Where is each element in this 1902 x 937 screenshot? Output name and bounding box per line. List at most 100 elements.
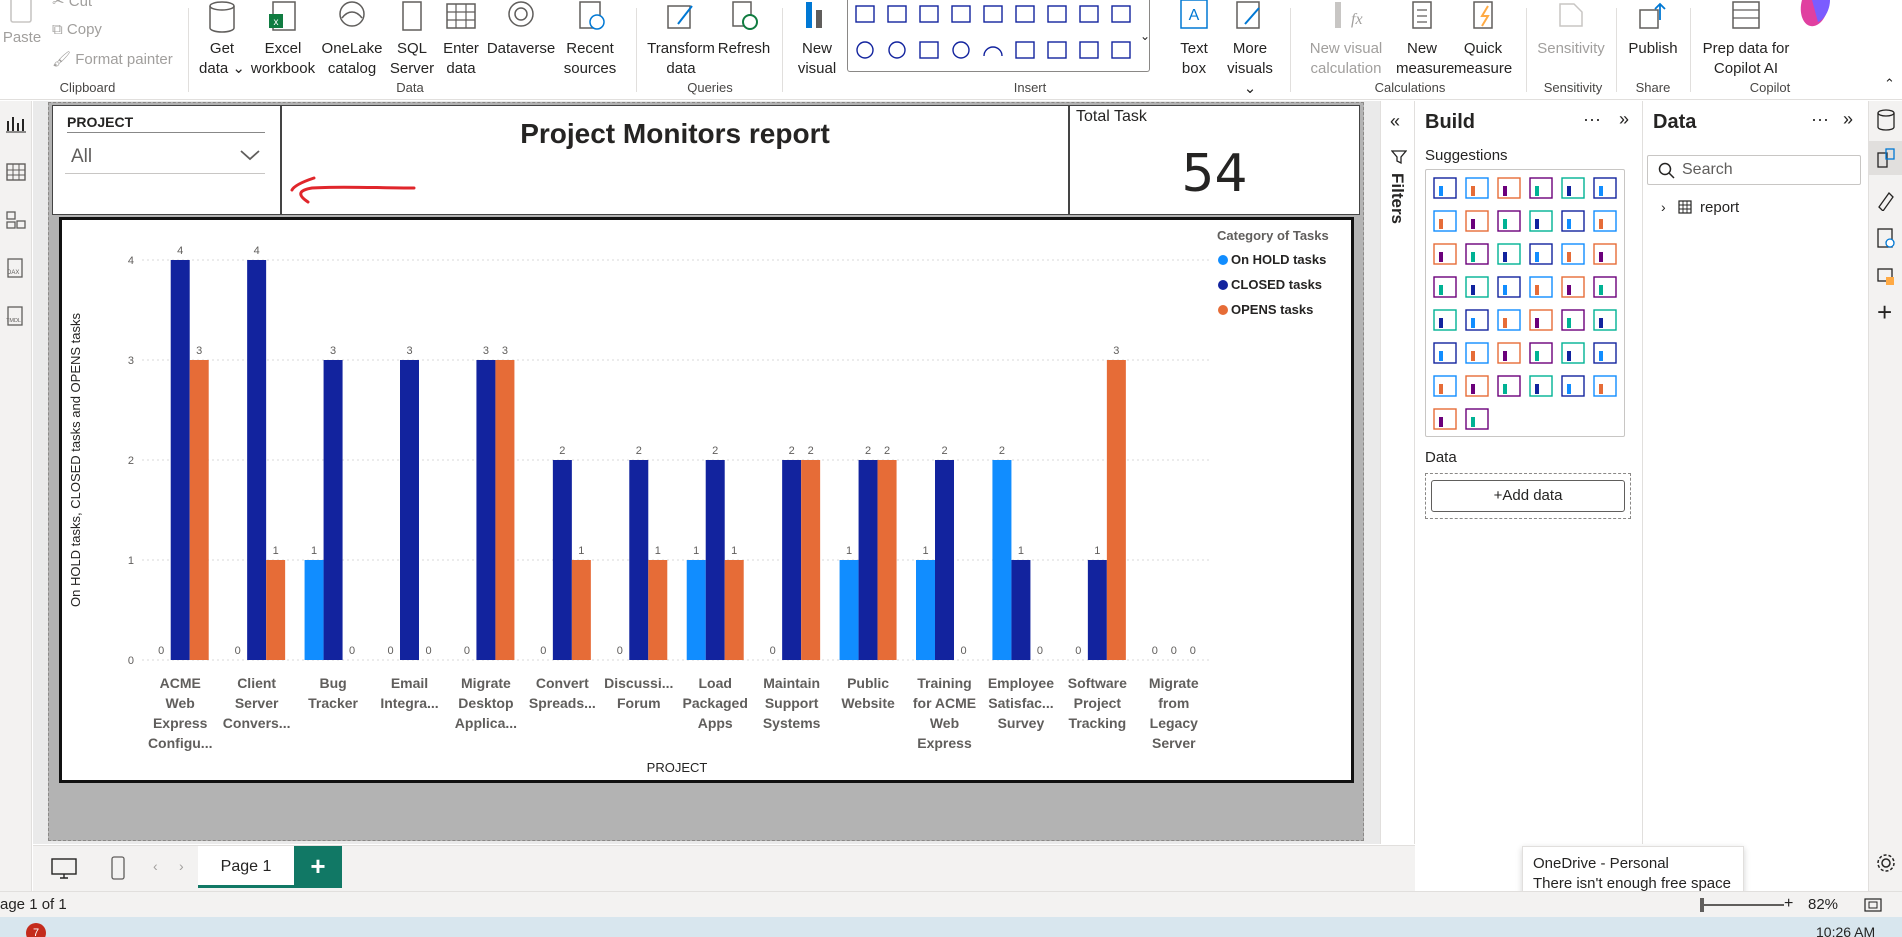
- bar-opens-tasks[interactable]: [801, 460, 821, 660]
- text-box-button[interactable]: A Text box: [1170, 0, 1218, 79]
- visual-type-icon[interactable]: [1529, 210, 1553, 232]
- zoom-slider[interactable]: [1700, 904, 1784, 906]
- recent-sources-button[interactable]: Recent sources: [556, 0, 624, 79]
- fit-to-page-icon[interactable]: [1864, 898, 1882, 912]
- desktop-layout-icon[interactable]: [51, 858, 77, 880]
- bar-closed-tasks[interactable]: [629, 460, 649, 660]
- excel-workbook-button[interactable]: x Excel workbook: [250, 0, 316, 79]
- add-pane-icon[interactable]: +: [1877, 297, 1893, 327]
- publish-button[interactable]: Publish: [1624, 0, 1682, 59]
- bar-opens-tasks[interactable]: [495, 360, 515, 660]
- dataverse-button[interactable]: Dataverse: [484, 0, 558, 59]
- collapse-ribbon-icon[interactable]: ⌃: [1884, 76, 1895, 91]
- report-page[interactable]: PROJECT All Project Monitors report Tota…: [48, 102, 1364, 841]
- visual-type-icon[interactable]: [1593, 342, 1617, 364]
- zoom-slider-thumb[interactable]: [1700, 898, 1704, 912]
- bar-opens-tasks[interactable]: [1106, 360, 1126, 660]
- model-view-icon[interactable]: [5, 209, 27, 231]
- get-data-button[interactable]: Get data ⌄: [196, 0, 248, 79]
- visual-type-icon[interactable]: [1593, 177, 1617, 199]
- visual-type-icon[interactable]: [1465, 309, 1489, 331]
- visual-type-icon[interactable]: [1497, 210, 1521, 232]
- visual-type-icon[interactable]: [1433, 177, 1457, 199]
- visual-type-icon[interactable]: [1465, 408, 1489, 430]
- prep-data-copilot-button[interactable]: Prep data for Copilot AI: [1698, 0, 1794, 79]
- bar-closed-tasks[interactable]: [935, 460, 954, 660]
- more-options-icon[interactable]: ···: [1583, 109, 1601, 129]
- visual-type-icon[interactable]: [1529, 309, 1553, 331]
- bar-opens-tasks[interactable]: [571, 560, 591, 660]
- quick-measure-button[interactable]: Quick measure: [1452, 0, 1514, 79]
- sensitivity-button[interactable]: Sensitivity: [1534, 0, 1608, 59]
- bar-on-hold-tasks[interactable]: [686, 560, 706, 660]
- report-title-box[interactable]: Project Monitors report: [281, 105, 1069, 215]
- bar-on-hold-tasks[interactable]: [916, 560, 935, 660]
- visual-type-icon[interactable]: [1497, 177, 1521, 199]
- bar-closed-tasks[interactable]: [476, 360, 496, 660]
- visual-type-icon[interactable]: [1529, 342, 1553, 364]
- zoom-in-icon[interactable]: +: [1784, 895, 1794, 912]
- visual-type-icon[interactable]: [1433, 342, 1457, 364]
- visualization-gallery[interactable]: [1425, 169, 1625, 437]
- cut-button[interactable]: ✂ Cut: [52, 0, 92, 12]
- visual-type-icon[interactable]: [1593, 243, 1617, 265]
- visual-type-icon[interactable]: [1529, 177, 1553, 199]
- visual-type-icon[interactable]: [1465, 243, 1489, 265]
- bar-on-hold-tasks[interactable]: [304, 560, 324, 660]
- visual-gallery[interactable]: ⌄: [847, 0, 1150, 72]
- tmdl-view-icon[interactable]: TMDL: [5, 305, 27, 327]
- data-pane-icon[interactable]: [1876, 109, 1896, 131]
- bar-closed-tasks[interactable]: [1087, 560, 1107, 660]
- slicer-dropdown[interactable]: All: [65, 138, 265, 174]
- bar-opens-tasks[interactable]: [648, 560, 668, 660]
- bar-closed-tasks[interactable]: [782, 460, 802, 660]
- build-pane-icon[interactable]: [1876, 147, 1896, 169]
- table-view-icon[interactable]: [5, 161, 27, 183]
- mobile-layout-icon[interactable]: [111, 856, 125, 880]
- data-search-input[interactable]: Search: [1647, 155, 1861, 185]
- bar-opens-tasks[interactable]: [877, 460, 897, 660]
- clustered-column-chart[interactable]: 0 1 2 3 4 On HOLD tasks, CLOSED tasks and OPE…: [59, 217, 1354, 783]
- visual-type-icon[interactable]: [1465, 276, 1489, 298]
- visual-type-icon[interactable]: [1433, 408, 1457, 430]
- performance-icon[interactable]: [1876, 227, 1896, 249]
- notification-badge[interactable]: 7: [26, 923, 46, 937]
- new-visual-calculation-button[interactable]: fx New visual calculation: [1298, 0, 1394, 79]
- collapse-data-icon[interactable]: »: [1843, 109, 1854, 129]
- visual-type-icon[interactable]: [1433, 375, 1457, 397]
- bar-opens-tasks[interactable]: [189, 360, 209, 660]
- visual-type-icon[interactable]: [1561, 309, 1585, 331]
- bar-closed-tasks[interactable]: [170, 260, 190, 660]
- next-page-icon[interactable]: ›: [179, 858, 184, 874]
- visual-type-icon[interactable]: [1561, 210, 1585, 232]
- onelake-catalog-button[interactable]: OneLake catalog: [318, 0, 386, 79]
- enter-data-button[interactable]: Enter data: [440, 0, 482, 79]
- visual-type-icon[interactable]: [1433, 243, 1457, 265]
- visual-type-icon[interactable]: [1433, 309, 1457, 331]
- visual-type-icon[interactable]: [1561, 342, 1585, 364]
- data-drop-zone[interactable]: +Add data: [1425, 473, 1631, 519]
- visual-type-icon[interactable]: [1593, 276, 1617, 298]
- visual-type-icon[interactable]: [1433, 210, 1457, 232]
- visual-type-icon[interactable]: [1497, 243, 1521, 265]
- visual-type-icon[interactable]: [1593, 375, 1617, 397]
- new-visual-button[interactable]: New visual: [790, 0, 844, 79]
- report-view-icon[interactable]: [5, 113, 27, 135]
- bar-closed-tasks[interactable]: [552, 460, 572, 660]
- visual-type-icon[interactable]: [1497, 309, 1521, 331]
- visual-type-icon[interactable]: [1497, 276, 1521, 298]
- visual-type-icon[interactable]: [1593, 210, 1617, 232]
- visual-type-icon[interactable]: [1497, 375, 1521, 397]
- collapse-build-icon[interactable]: »: [1619, 109, 1630, 129]
- refresh-button[interactable]: Refresh: [717, 0, 771, 59]
- more-visuals-button[interactable]: More visuals ⌄: [1222, 0, 1278, 99]
- bar-on-hold-tasks[interactable]: [839, 560, 859, 660]
- visual-type-icon[interactable]: [1465, 375, 1489, 397]
- copy-button[interactable]: ⧉ Copy: [52, 20, 102, 40]
- dax-query-view-icon[interactable]: DAX: [5, 257, 27, 279]
- filters-pane-collapsed[interactable]: « Filters: [1380, 101, 1414, 844]
- format-painter-button[interactable]: 🖌 Format painter: [52, 50, 173, 70]
- copilot-icon[interactable]: [1798, 0, 1834, 30]
- bar-closed-tasks[interactable]: [323, 360, 343, 660]
- bar-closed-tasks[interactable]: [858, 460, 878, 660]
